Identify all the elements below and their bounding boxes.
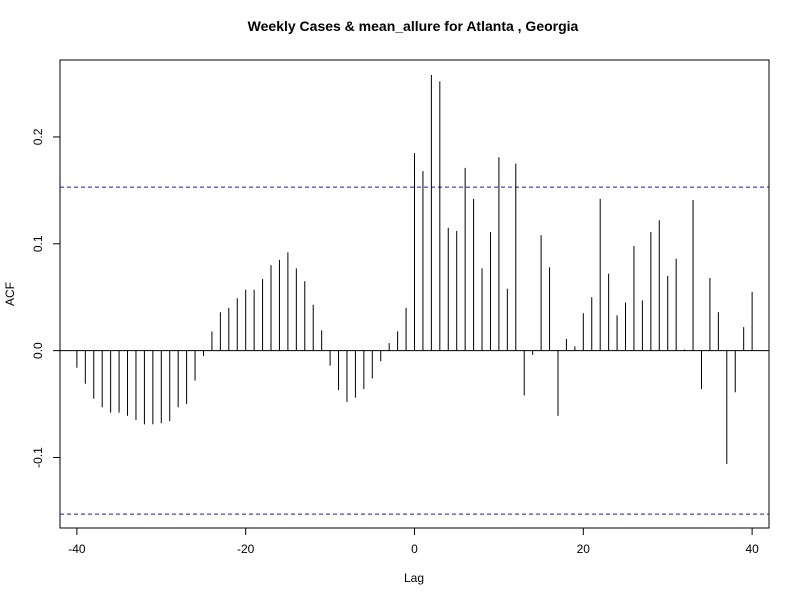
x-tick-label: 0 — [411, 542, 418, 556]
y-tick-label: 0.2 — [31, 128, 45, 145]
x-axis: -40 -20 0 20 40 — [68, 527, 759, 556]
x-tick-label: -40 — [68, 542, 86, 556]
y-tick-label: 0.0 — [31, 342, 45, 359]
x-tick-label: 40 — [745, 542, 759, 556]
x-axis-label: Lag — [404, 571, 424, 585]
chart-title: Weekly Cases & mean_allure for Atlanta ,… — [248, 18, 579, 34]
acf-bars — [76, 74, 753, 464]
y-axis-label: ACF — [3, 282, 17, 306]
x-tick-label: -20 — [237, 542, 255, 556]
x-tick-label: 20 — [577, 542, 591, 556]
y-tick-label: 0.1 — [31, 235, 45, 252]
y-tick-label: -0.1 — [31, 447, 45, 468]
y-axis: -0.1 0.0 0.1 0.2 — [31, 128, 61, 468]
